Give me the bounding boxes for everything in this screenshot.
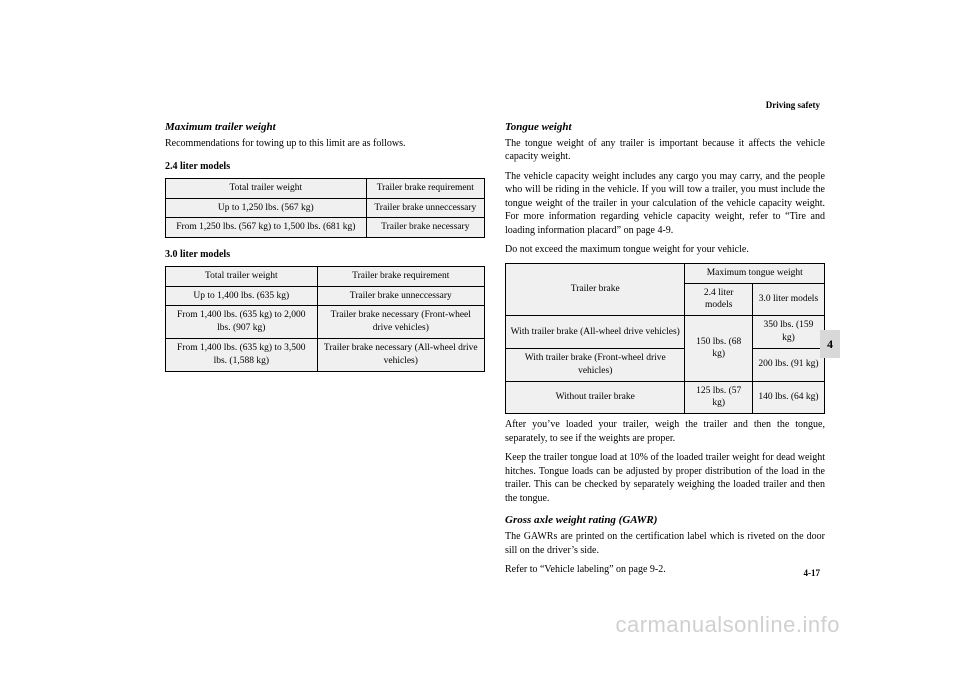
tongue-weight-para1: The tongue weight of any trailer is impo… [505,137,825,164]
subtitle-30-liter: 3.0 liter models [165,248,485,262]
table-row: With trailer brake (Front-wheel drive ve… [506,348,825,381]
table-row: Trailer brake Maximum tongue weight [506,263,825,283]
table-cell: 125 lbs. (57 kg) [685,381,753,414]
table-cell: 350 lbs. (159 kg) [752,316,824,349]
table-cell: Trailer brake unneccessary [366,198,484,218]
table-header: Total trailer weight [166,178,367,198]
table-header: Trailer brake requirement [317,266,484,286]
page-number: 4-17 [804,568,821,578]
table-30-liter: Total trailer weight Trailer brake requi… [165,266,485,372]
table-cell: 140 lbs. (64 kg) [752,381,824,414]
watermark: carmanualsonline.info [615,612,840,638]
table-cell: With trailer brake (Front-wheel drive ve… [506,348,685,381]
tongue-weight-para4: After you’ve loaded your trailer, weigh … [505,418,825,445]
table-row: With trailer brake (All-wheel drive vehi… [506,316,825,349]
table-cell: From 1,400 lbs. (635 kg) to 3,500 lbs. (… [166,339,318,372]
table-24-liter: Total trailer weight Trailer brake requi… [165,178,485,238]
table-cell: Up to 1,250 lbs. (567 kg) [166,198,367,218]
table-header: Trailer brake requirement [366,178,484,198]
table-cell: With trailer brake (All-wheel drive vehi… [506,316,685,349]
table-subheader: 2.4 liter models [685,283,753,316]
table-header: Total trailer weight [166,266,318,286]
table-cell: Trailer brake necessary (All-wheel drive… [317,339,484,372]
running-header: Driving safety [766,100,820,110]
table-row: From 1,400 lbs. (635 kg) to 3,500 lbs. (… [166,339,485,372]
table-row: From 1,250 lbs. (567 kg) to 1,500 lbs. (… [166,218,485,238]
table-cell: From 1,250 lbs. (567 kg) to 1,500 lbs. (… [166,218,367,238]
table-cell: Trailer brake unneccessary [317,286,484,306]
subtitle-24-liter: 2.4 liter models [165,160,485,174]
gawr-para1: The GAWRs are printed on the certificati… [505,530,825,557]
table-row: Total trailer weight Trailer brake requi… [166,178,485,198]
left-column: Maximum trailer weight Recommendations f… [165,120,485,583]
table-cell: Trailer brake necessary (Front-wheel dri… [317,306,484,339]
table-cell: From 1,400 lbs. (635 kg) to 2,000 lbs. (… [166,306,318,339]
table-row: Total trailer weight Trailer brake requi… [166,266,485,286]
table-cell: Without trailer brake [506,381,685,414]
table-row: Up to 1,250 lbs. (567 kg) Trailer brake … [166,198,485,218]
tongue-weight-para3: Do not exceed the maximum tongue weight … [505,243,825,257]
table-cell: Up to 1,400 lbs. (635 kg) [166,286,318,306]
table-tongue-weight: Trailer brake Maximum tongue weight 2.4 … [505,263,825,414]
table-cell: Trailer brake necessary [366,218,484,238]
tongue-weight-para2: The vehicle capacity weight includes any… [505,170,825,238]
gawr-para2: Refer to “Vehicle labeling” on page 9-2. [505,563,825,577]
tongue-weight-para5: Keep the trailer tongue load at 10% of t… [505,451,825,505]
max-trailer-weight-intro: Recommendations for towing up to this li… [165,137,485,151]
tongue-weight-title: Tongue weight [505,120,825,135]
page-content: Maximum trailer weight Recommendations f… [165,120,825,583]
table-cell: 150 lbs. (68 kg) [685,316,753,381]
table-header: Trailer brake [506,263,685,315]
gawr-title: Gross axle weight rating (GAWR) [505,513,825,528]
table-subheader: 3.0 liter models [752,283,824,316]
table-row: Up to 1,400 lbs. (635 kg) Trailer brake … [166,286,485,306]
chapter-tab: 4 [820,330,840,358]
table-row: Without trailer brake 125 lbs. (57 kg) 1… [506,381,825,414]
table-cell: 200 lbs. (91 kg) [752,348,824,381]
right-column: Tongue weight The tongue weight of any t… [505,120,825,583]
table-header: Maximum tongue weight [685,263,825,283]
max-trailer-weight-title: Maximum trailer weight [165,120,485,135]
table-row: From 1,400 lbs. (635 kg) to 2,000 lbs. (… [166,306,485,339]
